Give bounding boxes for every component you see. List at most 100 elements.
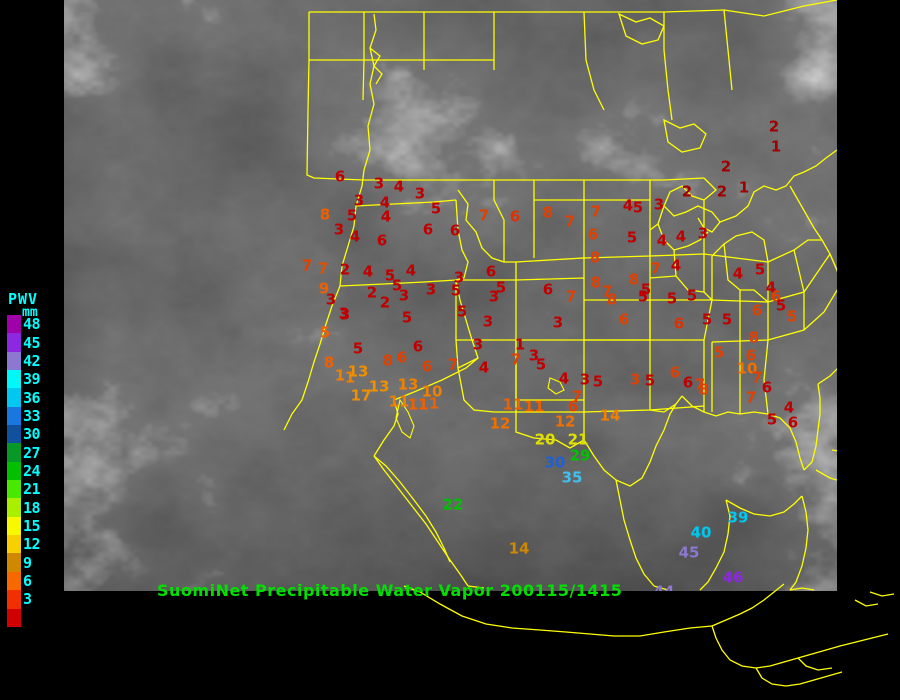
pwv-colorbar-legend: PWV mm 48 45 42 39 36 33 30 27 24 21 18 15 12 9 6 3 (0, 292, 62, 632)
colorbar-swatch (7, 480, 21, 499)
pwv-station-value: 4 (622, 196, 634, 215)
pwv-station-value: 2 (720, 157, 732, 176)
pwv-station-value: 6 (761, 378, 773, 397)
pwv-station-value: 5 (701, 310, 713, 329)
pwv-station-value: 1 (334, 366, 346, 385)
colorbar-tick-label: 21 (23, 480, 41, 499)
pwv-station-value: 6 (422, 220, 434, 239)
pwv-station-value: 29 (569, 446, 591, 465)
pwv-station-value: 21 (567, 430, 589, 449)
pwv-station-value: 3 (338, 304, 350, 323)
pwv-station-value: 6 (770, 287, 782, 306)
pwv-station-value: 7 (478, 206, 490, 225)
pwv-station-value: 4 (558, 369, 570, 388)
pwv-station-value: 12 (554, 412, 576, 431)
pwv-station-value: 4 (478, 358, 490, 377)
pwv-station-value: 7 (564, 212, 576, 231)
pwv-station-value: 10 (736, 359, 758, 378)
pwv-station-value: 6 (682, 373, 694, 392)
pwv-station-value: 5 (644, 371, 656, 390)
pwv-station-value: 6 (587, 225, 599, 244)
pwv-station-value: 4 (783, 398, 795, 417)
pwv-station-value: 6 (745, 346, 757, 365)
pwv-station-value: 8 (542, 203, 554, 222)
colorbar-swatch (7, 351, 21, 371)
pwv-station-value: 14 (508, 539, 530, 558)
pwv-station-value: 8 (323, 353, 335, 372)
pwv-station-value: 5 (346, 206, 358, 225)
pwv-station-value: 7 (317, 259, 329, 278)
pwv-station-value: 8 (698, 380, 710, 399)
pwv-station-value: 3 (472, 335, 484, 354)
pwv-station-value: 40 (690, 523, 712, 542)
colorbar-swatch (7, 553, 21, 572)
pwv-station-value: 11 (388, 392, 410, 411)
pwv-station-value: 5 (319, 323, 331, 342)
colorbar-swatch (7, 388, 21, 407)
pwv-station-value: 45 (678, 543, 700, 562)
pwv-station-value: 5 (450, 281, 462, 300)
pwv-station-value: 5 (352, 339, 364, 358)
pwv-station-value: 6 (669, 363, 681, 382)
pwv-station-value: 4 (675, 227, 687, 246)
pwv-station-value: 3 (425, 280, 437, 299)
pwv-station-value: 10 (421, 382, 443, 401)
pwv-station-value: 6 (334, 167, 346, 186)
pwv-station-value: 5 (666, 289, 678, 308)
colorbar-tick-labels: 48 45 42 39 36 33 30 27 24 21 18 15 12 9 6 3 (23, 315, 63, 627)
pwv-station-value: 6 (412, 337, 424, 356)
pwv-station-value: 4 (765, 278, 777, 297)
pwv-station-value: 7 (510, 350, 522, 369)
colorbar-tick-label: 30 (23, 425, 41, 444)
pwv-station-value: 11 (502, 395, 524, 414)
colorbar-tick-label: 12 (23, 535, 41, 554)
pwv-station-value: 5 (632, 198, 644, 217)
pwv-station-value: 4 (380, 207, 392, 226)
pwv-station-value: 4 (405, 261, 417, 280)
pwv-station-value: 4 (349, 227, 361, 246)
map-geography-overlay (283, 0, 837, 591)
pwv-station-value: 12 (489, 414, 511, 433)
pwv-station-value: 3 (373, 174, 385, 193)
pwv-station-value: 6 (449, 221, 461, 240)
pwv-station-value: 1 (770, 137, 782, 156)
colorbar-gradient-strip (7, 315, 21, 627)
pwv-station-value: 2 (681, 182, 693, 201)
colorbar-swatch (7, 370, 21, 389)
pwv-station-value: 3 (414, 184, 426, 203)
colorbar-swatch (7, 315, 21, 334)
pwv-station-value: 7 (601, 282, 613, 301)
pwv-station-value: 7 (301, 256, 313, 275)
pwv-station-value: 6 (567, 397, 579, 416)
pwv-station-value: 13 (368, 377, 390, 396)
pwv-station-value: 5 (637, 287, 649, 306)
pwv-station-value: 7 (751, 368, 763, 387)
colorbar-swatch (7, 571, 21, 591)
pwv-station-value: 4 (379, 193, 391, 212)
colorbar-units-label: mm (22, 305, 38, 320)
colorbar-swatch (7, 516, 21, 536)
colorbar-swatch (7, 443, 21, 462)
pwv-station-value: 2 (379, 293, 391, 312)
pwv-station-value: 7 (590, 202, 602, 221)
pwv-station-value: 8 (382, 351, 394, 370)
colorbar-tick-label: 18 (23, 498, 41, 517)
pwv-station-value: 3 (653, 195, 665, 214)
pwv-station-value: 14 (599, 406, 621, 425)
pwv-station-value: 5 (391, 276, 403, 295)
colorbar-swatch (7, 333, 21, 352)
lower-geography-overlay (403, 583, 895, 687)
colorbar-tick-label: 33 (23, 406, 41, 425)
pwv-station-value: 3 (697, 224, 709, 243)
pwv-station-value: 20 (534, 430, 556, 449)
pwv-station-value: 7 (650, 259, 662, 278)
pwv-station-value: 6 (751, 301, 763, 320)
pwv-station-value: 1 (514, 335, 526, 354)
colorbar-tick-label: 48 (23, 315, 41, 334)
colorbar-swatch (7, 425, 21, 444)
pwv-station-value: 44 (654, 584, 675, 591)
pwv-station-value: 8 (589, 248, 601, 267)
pwv-station-value: 7 (565, 287, 577, 306)
